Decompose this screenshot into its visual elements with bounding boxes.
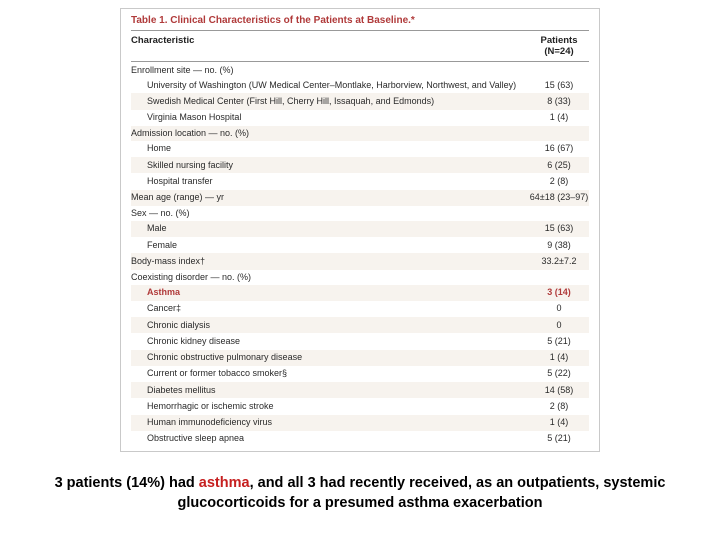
row-value: 1 (4): [529, 417, 589, 428]
table-row: Swedish Medical Center (First Hill, Cher…: [131, 93, 589, 109]
row-value: 64±18 (23–97): [529, 192, 589, 203]
row-label: Body-mass index†: [131, 256, 529, 267]
row-label: Skilled nursing facility: [131, 160, 529, 171]
row-value: 33.2±7.2: [529, 256, 589, 267]
col-patients: Patients (N=24): [529, 35, 589, 57]
table-row: Skilled nursing facility6 (25): [131, 157, 589, 173]
row-value: 2 (8): [529, 401, 589, 412]
table-row: Obstructive sleep apnea5 (21): [131, 431, 589, 447]
caption-emphasis: asthma: [199, 475, 250, 491]
row-value: 14 (58): [529, 385, 589, 396]
baseline-characteristics-table: Table 1. Clinical Characteristics of the…: [120, 8, 600, 452]
table-header-row: Characteristic Patients (N=24): [131, 31, 589, 62]
table-row: Cancer‡0: [131, 301, 589, 317]
row-value: 5 (22): [529, 368, 589, 379]
row-value: 2 (8): [529, 176, 589, 187]
row-value: 15 (63): [529, 223, 589, 234]
row-label: Obstructive sleep apnea: [131, 433, 529, 444]
row-label: Female: [131, 240, 529, 251]
section-header: Enrollment site — no. (%): [131, 62, 589, 77]
section-header: Admission location — no. (%): [131, 126, 589, 141]
table-row: Chronic dialysis0: [131, 317, 589, 333]
row-label: Diabetes mellitus: [131, 385, 529, 396]
caption-pre: 3 patients (14%) had: [55, 475, 199, 491]
table-row: Mean age (range) — yr64±18 (23–97): [131, 190, 589, 206]
row-label: Virginia Mason Hospital: [131, 112, 529, 123]
section-header: Coexisting disorder — no. (%): [131, 270, 589, 285]
row-value: 9 (38): [529, 240, 589, 251]
row-label: Human immunodeficiency virus: [131, 417, 529, 428]
row-value: 0: [529, 303, 589, 314]
row-value: 1 (4): [529, 352, 589, 363]
table-row: Hemorrhagic or ischemic stroke2 (8): [131, 398, 589, 414]
row-value: 6 (25): [529, 160, 589, 171]
table-row: Home16 (67): [131, 141, 589, 157]
table-row: Asthma3 (14): [131, 285, 589, 301]
row-label: Hemorrhagic or ischemic stroke: [131, 401, 529, 412]
row-label: Swedish Medical Center (First Hill, Cher…: [131, 96, 529, 107]
row-value: 0: [529, 320, 589, 331]
row-value: 15 (63): [529, 80, 589, 91]
row-label: Cancer‡: [131, 303, 529, 314]
slide-caption: 3 patients (14%) had asthma, and all 3 h…: [0, 474, 720, 513]
col-characteristic: Characteristic: [131, 35, 194, 57]
table-row: Current or former tobacco smoker§5 (22): [131, 366, 589, 382]
row-label: Chronic kidney disease: [131, 336, 529, 347]
table-title: Table 1. Clinical Characteristics of the…: [131, 15, 589, 31]
table-row: University of Washington (UW Medical Cen…: [131, 77, 589, 93]
table-row: Diabetes mellitus14 (58): [131, 382, 589, 398]
row-value: 5 (21): [529, 336, 589, 347]
row-label: Hospital transfer: [131, 176, 529, 187]
row-value: 1 (4): [529, 112, 589, 123]
row-label: Male: [131, 223, 529, 234]
table-body: Enrollment site — no. (%) University of W…: [131, 62, 589, 447]
caption-post: , and all 3 had recently received, as an…: [177, 475, 665, 511]
row-value: 16 (67): [529, 143, 589, 154]
table-row: Body-mass index†33.2±7.2: [131, 253, 589, 269]
slide: Table 1. Clinical Characteristics of the…: [0, 0, 720, 540]
row-value: 5 (21): [529, 433, 589, 444]
row-label: Chronic dialysis: [131, 320, 529, 331]
table-row: Chronic obstructive pulmonary disease1 (…: [131, 350, 589, 366]
row-value: 3 (14): [529, 287, 589, 298]
row-value: 8 (33): [529, 96, 589, 107]
table-row: Virginia Mason Hospital1 (4): [131, 110, 589, 126]
row-label: University of Washington (UW Medical Cen…: [131, 80, 529, 91]
table-row: Chronic kidney disease5 (21): [131, 333, 589, 349]
row-label: Chronic obstructive pulmonary disease: [131, 352, 529, 363]
row-label: Asthma: [131, 287, 529, 298]
table-row: Male15 (63): [131, 221, 589, 237]
table-row: Hospital transfer2 (8): [131, 173, 589, 189]
row-label: Home: [131, 143, 529, 154]
table-row: Female9 (38): [131, 237, 589, 253]
row-label: Current or former tobacco smoker§: [131, 368, 529, 379]
row-label: Mean age (range) — yr: [131, 192, 529, 203]
section-header: Sex — no. (%): [131, 206, 589, 221]
table-row: Human immunodeficiency virus1 (4): [131, 415, 589, 431]
